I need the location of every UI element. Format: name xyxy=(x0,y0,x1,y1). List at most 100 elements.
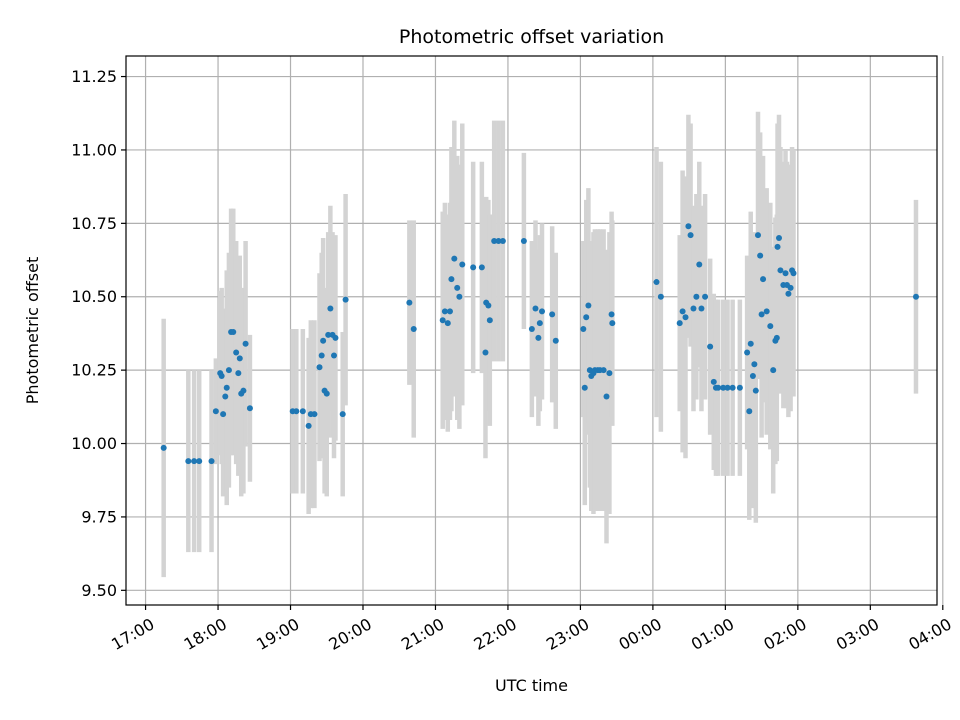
data-point xyxy=(679,308,686,315)
data-point xyxy=(770,367,777,374)
data-point xyxy=(790,270,797,277)
data-point xyxy=(690,305,697,312)
data-point xyxy=(720,384,727,391)
x-axis-label: UTC time xyxy=(495,676,568,695)
data-point xyxy=(774,243,781,250)
data-point xyxy=(776,235,783,242)
data-point xyxy=(693,293,700,300)
data-point xyxy=(754,232,761,239)
data-point xyxy=(320,337,327,344)
data-point xyxy=(549,311,556,318)
chart-title: Photometric offset variation xyxy=(399,26,664,48)
data-point xyxy=(160,444,167,451)
data-point xyxy=(749,373,756,380)
data-point xyxy=(327,305,334,312)
data-point xyxy=(491,237,498,244)
data-point xyxy=(724,384,731,391)
data-point xyxy=(736,384,743,391)
grid xyxy=(126,56,944,605)
data-point xyxy=(583,314,590,321)
data-point xyxy=(246,405,253,412)
data-point xyxy=(747,340,754,347)
data-point xyxy=(339,411,346,418)
data-point xyxy=(552,337,559,344)
data-point xyxy=(682,314,689,321)
data-point xyxy=(485,302,492,309)
data-point xyxy=(212,408,219,415)
y-tick-label: 10.00 xyxy=(71,434,117,453)
data-point xyxy=(331,352,338,359)
data-point xyxy=(478,264,485,271)
data-point xyxy=(235,370,242,377)
data-point xyxy=(528,326,535,333)
data-point xyxy=(299,408,306,415)
data-point xyxy=(185,458,192,465)
data-point xyxy=(439,317,446,324)
data-point xyxy=(773,334,780,341)
data-point xyxy=(196,458,203,465)
data-point xyxy=(657,293,664,300)
data-point xyxy=(444,320,451,327)
y-axis-label: Photometric offset xyxy=(23,257,42,405)
data-point xyxy=(325,331,332,338)
y-tick-label: 11.00 xyxy=(71,140,117,159)
data-point xyxy=(495,237,502,244)
y-tick-label: 10.25 xyxy=(71,361,117,380)
data-point xyxy=(236,355,243,362)
data-point xyxy=(729,384,736,391)
data-point xyxy=(311,411,318,418)
y-tick-label: 9.75 xyxy=(81,507,117,526)
data-point xyxy=(603,393,610,400)
data-point xyxy=(451,255,458,262)
data-point xyxy=(777,267,784,274)
data-point xyxy=(448,276,455,283)
data-point xyxy=(222,393,229,400)
data-point xyxy=(191,458,198,465)
y-tick-label: 9.50 xyxy=(81,581,117,600)
data-point xyxy=(609,320,616,327)
data-point xyxy=(410,326,417,333)
data-point xyxy=(535,334,542,341)
data-point xyxy=(782,270,789,277)
data-point xyxy=(760,276,767,283)
data-point xyxy=(653,279,660,286)
data-point xyxy=(456,293,463,300)
data-point xyxy=(787,284,794,291)
data-point xyxy=(470,264,477,271)
data-point xyxy=(710,378,717,385)
data-point xyxy=(230,328,237,335)
data-point xyxy=(225,367,232,374)
data-point xyxy=(499,237,506,244)
data-point xyxy=(342,296,349,303)
data-point xyxy=(242,340,249,347)
data-point xyxy=(459,261,466,268)
data-point xyxy=(702,293,709,300)
data-point xyxy=(580,326,587,333)
plot-frame xyxy=(125,55,938,606)
data-point xyxy=(685,223,692,230)
data-point xyxy=(912,293,919,300)
data-point xyxy=(600,367,607,374)
data-point xyxy=(218,373,225,380)
data-point xyxy=(486,317,493,324)
data-point xyxy=(763,308,770,315)
data-point xyxy=(305,422,312,429)
data-point xyxy=(318,352,325,359)
data-point xyxy=(240,387,247,394)
data-point xyxy=(539,308,546,315)
data-point xyxy=(744,349,751,356)
y-tick-label: 10.50 xyxy=(71,287,117,306)
data-point xyxy=(220,411,227,418)
data-point xyxy=(332,334,339,341)
data-point xyxy=(606,370,613,377)
data-point xyxy=(696,261,703,268)
y-axis: 9.50 9.75 10.00 10.25 10.50 10.75 11.00 11.25 xyxy=(71,67,126,600)
data-point xyxy=(454,284,461,291)
data-point xyxy=(208,458,215,465)
data-point xyxy=(758,311,765,318)
data-point xyxy=(767,323,774,330)
data-point xyxy=(608,311,615,318)
data-point xyxy=(441,308,448,315)
data-point xyxy=(532,305,539,312)
data-point xyxy=(293,408,300,415)
